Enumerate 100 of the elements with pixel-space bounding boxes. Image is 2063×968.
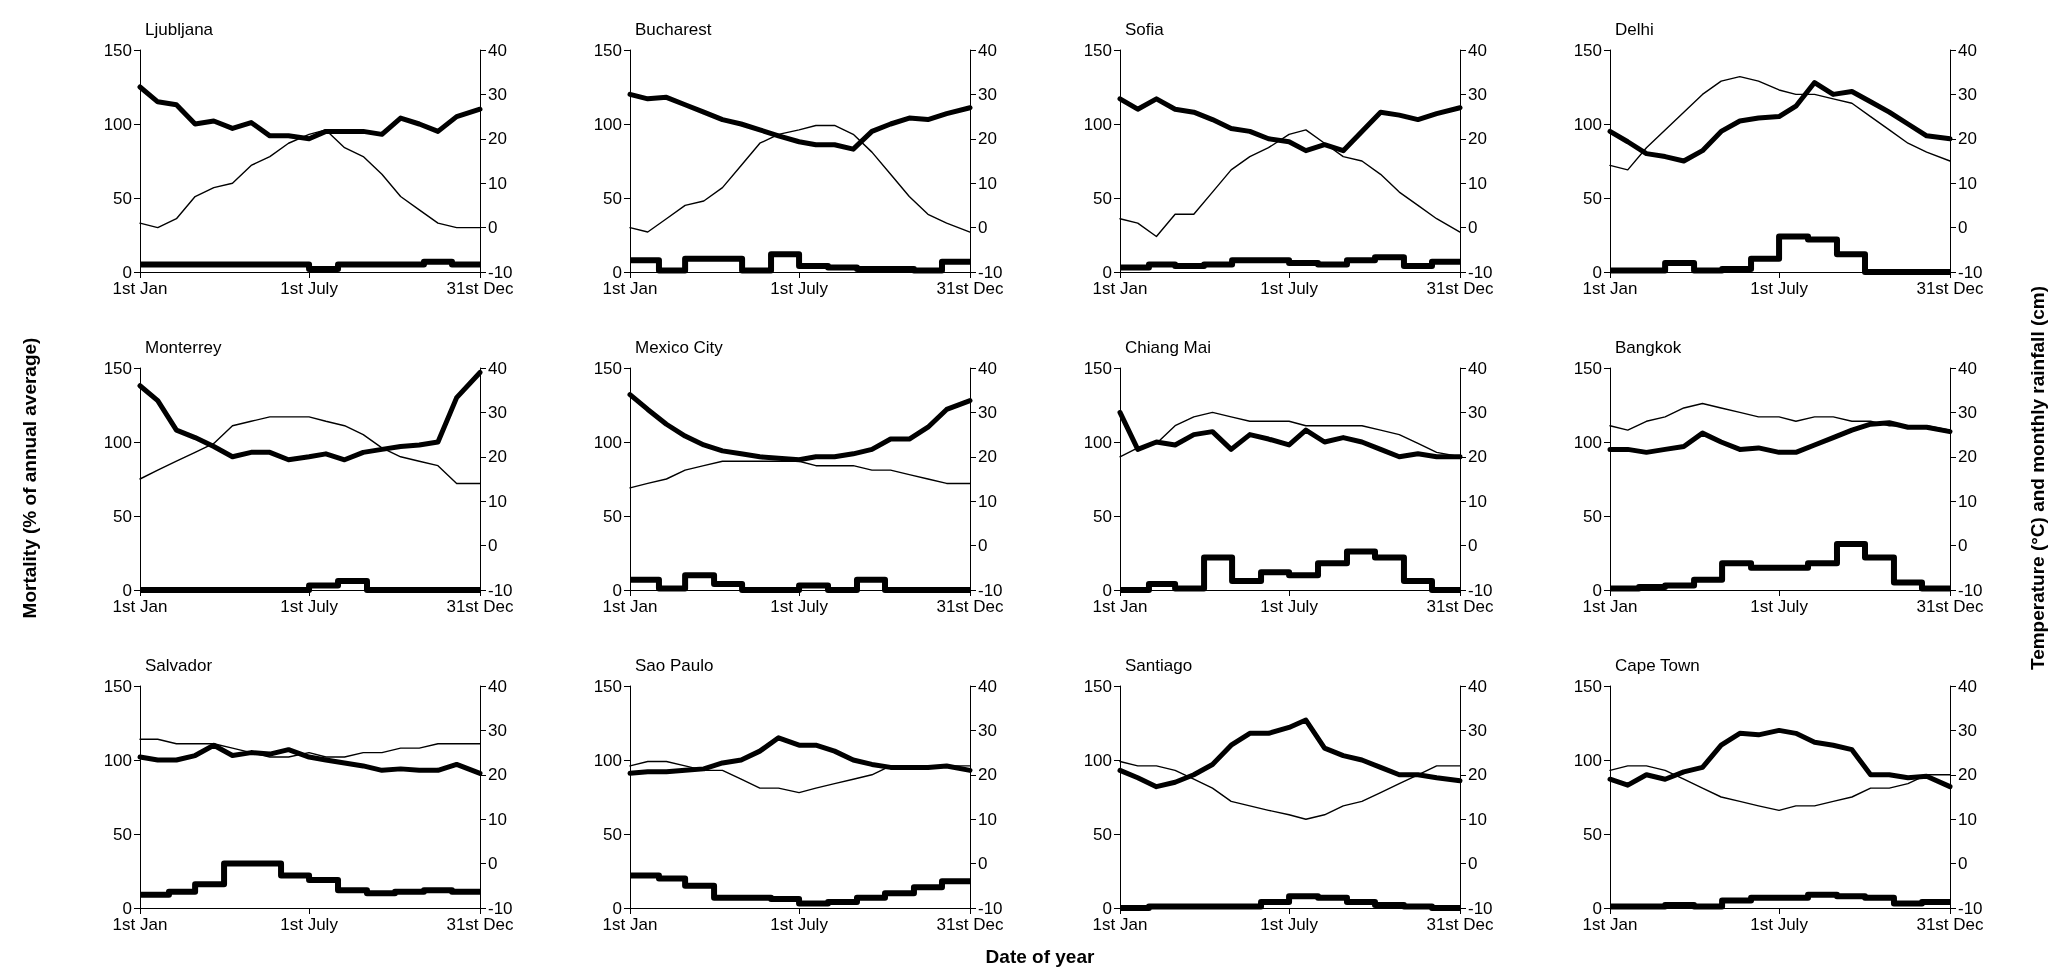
y-tick-label: 0 [122,580,132,600]
y-tick-label: 150 [1573,358,1602,378]
y2-tick-label: 0 [978,218,988,238]
x-tick-label: 1st Jan [112,279,168,298]
y-tick-label: 50 [113,188,132,208]
y2-tick-label: 30 [1468,720,1487,740]
y-tick-label: 50 [1583,506,1602,526]
y2-tick-label: 40 [978,358,997,378]
y-tick-label: 150 [103,358,132,378]
y2-tick-label: 20 [488,447,507,467]
chart-title: Chiang Mai [1125,338,1211,357]
x-tick-label: 31st Dec [936,915,1005,934]
y2-tick-label: 30 [1958,720,1977,740]
y-tick-label: 0 [122,898,132,918]
x-axis-title: Date of year [985,946,1095,968]
y2-tick-label: 0 [1468,854,1478,874]
x-tick-label: 31st Dec [1426,279,1495,298]
x-tick-label: 31st Dec [936,279,1005,298]
y2-tick-label: 40 [1958,358,1977,378]
y-tick-label: 0 [1592,580,1602,600]
y2-tick-label: 20 [488,765,507,785]
y2-tick-label: 10 [1958,809,1977,829]
y-tick-label: 150 [1083,358,1112,378]
x-tick-label: 31st Dec [1916,597,1985,616]
x-tick-label: 1st July [280,279,339,298]
y-tick-label: 100 [593,114,622,134]
y-tick-label: 0 [1592,262,1602,282]
y-tick-label: 50 [1093,824,1112,844]
y2-tick-label: -10 [1468,262,1493,282]
y-tick-label: 50 [1093,188,1112,208]
y2-tick-label: 40 [1468,358,1487,378]
x-tick-label: 1st July [1750,915,1809,934]
y-tick-label: 150 [1083,676,1112,696]
y2-tick-label: 30 [488,402,507,422]
y2-tick-label: 30 [488,720,507,740]
chart-title: Bangkok [1615,338,1682,357]
y2-tick-label: 10 [978,173,997,193]
y2-tick-label: 40 [1468,676,1487,696]
y2-tick-label: -10 [978,898,1003,918]
x-tick-label: 1st Jan [602,597,658,616]
y2-tick-label: 10 [488,809,507,829]
y2-tick-label: -10 [488,898,513,918]
y2-tick-label: 10 [978,809,997,829]
y2-tick-label: 30 [1958,402,1977,422]
y-tick-label: 100 [593,750,622,770]
y-tick-label: 100 [1573,114,1602,134]
chart-title: Mexico City [635,338,724,357]
x-tick-label: 31st Dec [446,279,515,298]
x-tick-label: 1st July [770,915,829,934]
y-tick-label: 0 [612,580,622,600]
y-tick-label: 150 [593,40,622,60]
x-tick-label: 1st July [280,915,339,934]
x-tick-label: 31st Dec [1916,915,1985,934]
y2-tick-label: 30 [1958,84,1977,104]
y2-tick-label: 30 [1468,84,1487,104]
y-tick-label: 50 [1583,824,1602,844]
y-tick-label: 100 [1083,750,1112,770]
y-tick-label: 100 [1573,750,1602,770]
y-tick-label: 100 [103,750,132,770]
y2-tick-label: -10 [1958,580,1983,600]
chart-title: Bucharest [635,20,712,39]
y-tick-label: 0 [1592,898,1602,918]
y-tick-label: 150 [103,676,132,696]
y2-tick-label: 0 [1958,218,1968,238]
y-tick-label: 50 [603,188,622,208]
y-tick-label: 150 [593,358,622,378]
y2-tick-label: 0 [1468,536,1478,556]
chart-title: Ljubljana [145,20,214,39]
y2-tick-label: 30 [978,402,997,422]
chart-title: Sao Paulo [635,656,714,675]
y-tick-label: 0 [1102,580,1112,600]
x-tick-label: 1st Jan [1092,279,1148,298]
x-tick-label: 1st July [280,597,339,616]
x-tick-label: 31st Dec [1426,597,1495,616]
y-tick-label: 50 [113,506,132,526]
y2-tick-label: 20 [488,129,507,149]
y-tick-label: 50 [603,506,622,526]
y2-tick-label: 0 [978,854,988,874]
y-tick-label: 0 [612,898,622,918]
x-tick-label: 1st Jan [1582,597,1638,616]
y2-tick-label: 20 [978,129,997,149]
y2-tick-label: 40 [1468,40,1487,60]
y-tick-label: 150 [1573,40,1602,60]
y-tick-label: 0 [612,262,622,282]
y2-tick-label: 30 [978,720,997,740]
y2-tick-label: -10 [488,262,513,282]
y2-tick-label: 40 [488,40,507,60]
y2-tick-label: 30 [978,84,997,104]
y-tick-label: 0 [1102,898,1112,918]
x-tick-label: 1st Jan [1092,597,1148,616]
y2-tick-label: 20 [1958,129,1977,149]
y2-tick-label: 10 [488,491,507,511]
y-tick-label: 100 [103,114,132,134]
y2-tick-label: -10 [488,580,513,600]
y2-tick-label: 20 [978,447,997,467]
x-tick-label: 1st July [770,279,829,298]
y-tick-label: 150 [593,676,622,696]
x-tick-label: 1st July [770,597,829,616]
x-tick-label: 1st Jan [1582,279,1638,298]
y2-tick-label: 40 [1958,676,1977,696]
